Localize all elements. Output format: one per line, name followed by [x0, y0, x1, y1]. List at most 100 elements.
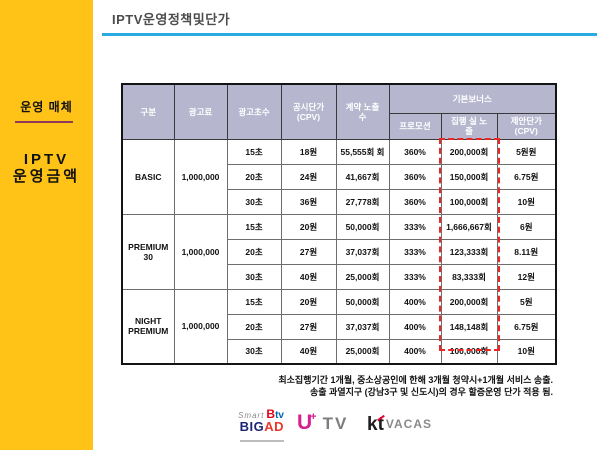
- footnote: 최소집행기간 1개월, 중소상공인에 한해 3개월 청약시+1개월 서비스 송출…: [278, 374, 553, 398]
- category-cell: NIGHT PREMIUM: [121, 288, 175, 365]
- table-cell: 200,000회: [440, 138, 498, 165]
- ad-fee-cell: 1,000,000: [173, 288, 228, 365]
- table-cell: 50,000회: [335, 288, 390, 315]
- sidebar-title: IPTV 운영금액: [12, 151, 81, 185]
- table-cell: 5원원: [496, 138, 557, 165]
- table-cell: 27,778회: [335, 188, 390, 215]
- pricing-table-wrap: 구분 광고료 광고초수 공시단가 (CPV) 계약 노출 수 기본보너스 프로모…: [121, 83, 557, 365]
- ad-fee-cell: 1,000,000: [173, 138, 228, 215]
- table-cell: 30초: [226, 188, 282, 215]
- table-cell: 24원: [280, 163, 337, 190]
- pricing-table: 구분 광고료 광고초수 공시단가 (CPV) 계약 노출 수 기본보너스 프로모…: [121, 83, 557, 365]
- header-category: 구분: [121, 83, 175, 140]
- table-cell: 150,000회: [440, 163, 498, 190]
- table-cell: 20원: [280, 213, 337, 240]
- table-cell: 40원: [280, 338, 337, 365]
- table-cell: 41,667회: [335, 163, 390, 190]
- table-cell: 30초: [226, 338, 282, 365]
- table-cell: 25,000회: [335, 263, 390, 290]
- kt-vacas-text: VACAS: [385, 417, 433, 431]
- header-basic-bonus-group: 기본보너스: [388, 83, 557, 114]
- header-ad-fee: 광고료: [173, 83, 228, 140]
- table-cell: 25,000회: [335, 338, 390, 365]
- title-underline: [102, 33, 597, 36]
- bigad-big-text: BIG: [239, 419, 265, 434]
- table-cell: 83,333회: [440, 263, 498, 290]
- header-actual-exposure: 집행 실 노 출: [440, 112, 498, 140]
- table-cell: 6.75원: [496, 163, 557, 190]
- table-cell: 1,666,667회: [440, 213, 498, 240]
- table-cell: 50,000회: [335, 213, 390, 240]
- table-row: BASIC 1,000,000 15초 18원 55,555회 회 360% 2…: [121, 138, 557, 215]
- table-cell: 55,555회 회: [335, 138, 390, 165]
- header-proposed-price: 제안단가 (CPV): [496, 112, 557, 140]
- table-cell: 30초: [226, 263, 282, 290]
- table-cell: 20초: [226, 238, 282, 265]
- table-cell: 6원: [496, 213, 557, 240]
- uplus-tv-text: TV: [322, 414, 349, 433]
- table-cell: 15초: [226, 213, 282, 240]
- uplus-u-mark: U: [297, 411, 313, 434]
- kt-red-accent: [377, 414, 385, 422]
- table-cell: 20초: [226, 163, 282, 190]
- header-listed-price: 공시단가 (CPV): [280, 83, 337, 140]
- table-cell: 27원: [280, 238, 337, 265]
- table-cell: 18원: [280, 138, 337, 165]
- table-cell: 5원: [496, 288, 557, 315]
- table-cell: 123,333회: [440, 238, 498, 265]
- kt-text: kt: [367, 414, 384, 435]
- table-cell: 360%: [388, 138, 442, 165]
- ad-fee-cell: 1,000,000: [173, 213, 228, 290]
- table-cell: 100,000회: [440, 188, 498, 215]
- table-cell: 15초: [226, 288, 282, 315]
- sidebar-section-label: 운영 매체: [20, 100, 73, 114]
- table-row: 20초 27원 37,037회 400% 148,148회 6.75원: [122, 313, 557, 340]
- table-cell: 8.11원: [496, 238, 557, 265]
- uplus-plus-mark: +: [310, 411, 317, 423]
- table-cell: 333%: [388, 213, 442, 240]
- table-cell: 148,148회: [440, 313, 498, 340]
- table-row: 20초 27원 37,037회 333% 123,333회 8.11원: [122, 238, 557, 265]
- table-row: NIGHT PREMIUM 1,000,000 15초 20원 50,000회 …: [121, 288, 557, 365]
- table-cell: 20원: [280, 288, 337, 315]
- btv-b-mark: B: [266, 407, 276, 421]
- table-row: 30초 40원 25,000회 333% 83,333회 12원: [122, 263, 557, 290]
- table-cell: 36원: [280, 188, 337, 215]
- table-row: 20초 24원 41,667회 360% 150,000회 6.75원: [122, 163, 557, 190]
- table-cell: 400%: [388, 338, 442, 365]
- sidebar: 운영 매체 IPTV 운영금액: [0, 0, 93, 450]
- table-cell: 12원: [496, 263, 557, 290]
- table-row: 30초 36원 27,778회 360% 100,000회 10원: [122, 188, 557, 215]
- btv-bigad-logo: Smart Btv BIGAD: [222, 408, 284, 443]
- table-cell: 333%: [388, 238, 442, 265]
- table-cell: 15초: [226, 138, 282, 165]
- page-title: IPTV운영정책및단가: [112, 12, 231, 27]
- kt-vacas-logo: kt VACAS: [367, 414, 432, 436]
- table-cell: 10원: [496, 188, 557, 215]
- header-promotion: 프로모션: [388, 112, 442, 140]
- bigad-script-text: Smart: [238, 411, 265, 420]
- table-cell: 100,000회: [440, 338, 498, 365]
- table-cell: 360%: [388, 188, 442, 215]
- uplus-tv-logo: U+ TV: [297, 411, 348, 435]
- header-ad-seconds: 광고초수: [226, 83, 282, 140]
- table-cell: 27원: [280, 313, 337, 340]
- footnote-line-1: 최소집행기간 1개월, 중소상공인에 한해 3개월 청약시+1개월 서비스 송출…: [278, 375, 553, 385]
- table-cell: 37,037회: [335, 238, 390, 265]
- category-cell: BASIC: [121, 138, 175, 215]
- table-cell: 20초: [226, 313, 282, 340]
- btv-tv-mark: tv: [275, 410, 284, 421]
- table-row: PREMIUM 30 1,000,000 15초 20원 50,000회 333…: [121, 213, 557, 290]
- table-row: 30초 40원 25,000회 400% 100,000회 10원: [122, 338, 557, 365]
- category-cell: PREMIUM 30: [121, 213, 175, 290]
- table-cell: 10원: [496, 338, 557, 365]
- table-cell: 400%: [388, 288, 442, 315]
- table-cell: 40원: [280, 263, 337, 290]
- table-cell: 333%: [388, 263, 442, 290]
- table-cell: 360%: [388, 163, 442, 190]
- table-cell: 200,000회: [440, 288, 498, 315]
- sidebar-underline: [15, 121, 73, 123]
- bigad-fineprint-bar: [240, 440, 284, 442]
- table-cell: 6.75원: [496, 313, 557, 340]
- footnote-line-2: 송출 과열지구 (강남3구 및 신도시)의 경우 할증운영 단가 적용 됨.: [309, 387, 553, 397]
